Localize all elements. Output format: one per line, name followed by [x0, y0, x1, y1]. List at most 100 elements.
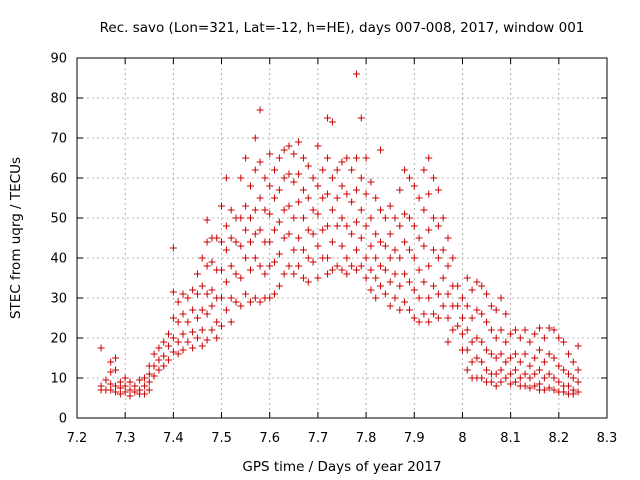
data-point: [208, 326, 216, 334]
data-point: [232, 270, 240, 278]
data-point: [473, 306, 481, 314]
data-point: [271, 166, 279, 174]
data-point: [222, 306, 230, 314]
data-point: [401, 298, 409, 306]
data-point: [381, 242, 389, 250]
data-point: [362, 254, 370, 262]
data-point: [526, 338, 534, 346]
data-point: [343, 154, 351, 162]
data-point: [328, 238, 336, 246]
data-point: [415, 194, 423, 202]
data-point: [280, 270, 288, 278]
data-point: [454, 282, 462, 290]
x-tick-label: 8.2: [548, 431, 569, 446]
data-point: [116, 378, 124, 386]
data-point: [218, 266, 226, 274]
data-point: [540, 358, 548, 366]
data-point: [328, 174, 336, 182]
data-point: [165, 356, 173, 364]
data-point: [213, 334, 221, 342]
data-point: [492, 306, 500, 314]
y-tick-label: 80: [50, 92, 67, 107]
data-point: [362, 274, 370, 282]
data-point: [189, 328, 197, 336]
data-point: [449, 326, 457, 334]
data-point: [256, 194, 264, 202]
data-point: [463, 366, 471, 374]
data-point: [487, 302, 495, 310]
data-point: [160, 352, 168, 360]
data-point: [357, 206, 365, 214]
data-point: [338, 242, 346, 250]
data-point: [430, 246, 438, 254]
data-point: [227, 206, 235, 214]
data-point: [145, 378, 153, 386]
data-point: [107, 380, 115, 388]
x-tick-label: 7.6: [259, 431, 280, 446]
x-tick-label: 7.8: [356, 431, 377, 446]
data-point: [309, 174, 317, 182]
data-point: [521, 350, 529, 358]
data-point: [328, 266, 336, 274]
data-point: [478, 338, 486, 346]
data-point: [198, 282, 206, 290]
data-point: [550, 326, 558, 334]
data-point: [251, 254, 259, 262]
data-point: [145, 370, 153, 378]
data-point: [362, 154, 370, 162]
data-point: [574, 378, 582, 386]
data-point: [362, 222, 370, 230]
data-point: [251, 134, 259, 142]
y-tick-label: 70: [50, 132, 67, 147]
data-point: [271, 258, 279, 266]
data-point: [174, 350, 182, 358]
data-point: [189, 306, 197, 314]
data-point: [569, 390, 577, 398]
data-point: [449, 254, 457, 262]
data-point: [107, 358, 115, 366]
data-point: [526, 362, 534, 370]
data-point: [468, 286, 476, 294]
data-point: [271, 194, 279, 202]
data-point: [169, 314, 177, 322]
data-point: [324, 270, 332, 278]
data-point: [295, 234, 303, 242]
data-point: [242, 290, 250, 298]
data-point: [290, 270, 298, 278]
data-point: [256, 298, 264, 306]
data-point: [218, 238, 226, 246]
data-point: [458, 294, 466, 302]
data-point: [112, 354, 120, 362]
data-point: [434, 186, 442, 194]
data-point: [381, 214, 389, 222]
data-point: [511, 378, 519, 386]
data-point: [299, 274, 307, 282]
data-point: [531, 330, 539, 338]
data-point: [545, 350, 553, 358]
data-point: [420, 278, 428, 286]
data-point: [536, 346, 544, 354]
data-point: [232, 238, 240, 246]
data-point: [304, 194, 312, 202]
data-point: [357, 262, 365, 270]
data-point: [189, 344, 197, 352]
data-point: [487, 350, 495, 358]
data-point: [502, 310, 510, 318]
data-point: [507, 370, 515, 378]
data-point: [174, 338, 182, 346]
data-point: [285, 202, 293, 210]
x-tick-label: 8: [458, 431, 466, 446]
data-point: [107, 368, 115, 376]
data-point: [179, 310, 187, 318]
data-point: [333, 262, 341, 270]
grid-lines: [77, 58, 607, 418]
data-point: [184, 318, 192, 326]
data-point: [511, 326, 519, 334]
data-point: [458, 314, 466, 322]
y-tick-label: 0: [59, 412, 67, 427]
data-point: [497, 326, 505, 334]
data-point: [439, 302, 447, 310]
data-point: [256, 158, 264, 166]
data-point: [343, 190, 351, 198]
data-point: [165, 342, 173, 350]
